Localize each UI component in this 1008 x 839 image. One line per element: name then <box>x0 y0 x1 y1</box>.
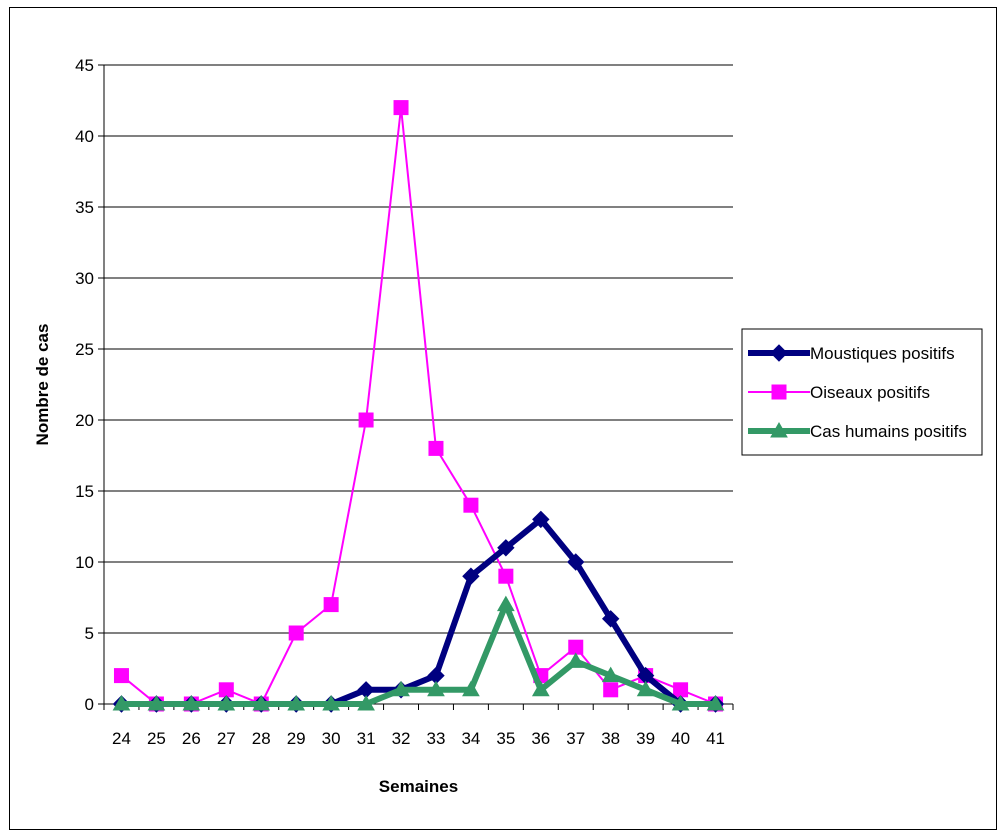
gridlines <box>104 64 733 634</box>
data-point <box>673 682 689 698</box>
tick-labels: 0 5 10 15 20 25 30 35 40 45 24 25 26 27 28 29 30 31 32 33 34… <box>75 56 725 748</box>
data-point <box>288 625 304 641</box>
data-point <box>147 694 166 711</box>
x-tick-label: 30 <box>322 729 341 748</box>
series-2 <box>112 595 725 711</box>
x-tick-label: 37 <box>566 729 585 748</box>
legend-label: Oiseaux positifs <box>810 383 930 402</box>
data-point <box>603 682 619 698</box>
x-tick-label: 40 <box>671 729 690 748</box>
y-tick-label: 20 <box>75 411 94 430</box>
data-point <box>463 497 479 513</box>
legend-marker <box>770 344 788 362</box>
data-point <box>252 694 271 711</box>
x-tick-label: 38 <box>601 729 620 748</box>
data-point <box>113 668 129 684</box>
x-tick-label: 24 <box>112 729 131 748</box>
data-point <box>706 694 725 711</box>
data-point <box>112 694 131 711</box>
data-point <box>322 694 341 711</box>
series-line <box>121 516 716 707</box>
data-point <box>636 680 655 697</box>
data-point <box>218 682 234 698</box>
data-point <box>566 652 585 668</box>
data-point <box>287 694 306 711</box>
x-tick-label: 31 <box>357 729 376 748</box>
series-line <box>120 106 716 705</box>
x-tick-label: 36 <box>531 729 550 748</box>
data-point <box>532 510 550 529</box>
data-point <box>428 440 444 456</box>
data-point <box>462 680 480 697</box>
series-1 <box>113 100 724 712</box>
legend: Moustiques positifs Oiseaux positifs Cas h… <box>741 328 983 456</box>
data-point <box>427 680 445 697</box>
x-tick-label: 26 <box>182 729 201 748</box>
data-point <box>497 539 515 557</box>
data-point <box>531 680 550 697</box>
data-point <box>462 567 480 585</box>
x-tick-label: 29 <box>287 729 306 748</box>
data-point <box>671 694 690 711</box>
series-layer <box>112 100 725 713</box>
x-tick-label: 32 <box>392 729 411 748</box>
y-tick-label: 0 <box>85 695 94 714</box>
data-point <box>357 694 375 711</box>
y-tick-label: 25 <box>75 340 94 359</box>
legend-label: Cas humains positifs <box>810 422 967 441</box>
y-tick-label: 35 <box>75 198 94 217</box>
y-tick-label: 15 <box>75 482 94 501</box>
data-point <box>358 412 374 428</box>
data-point <box>323 597 339 613</box>
x-tick-label: 25 <box>147 729 166 748</box>
x-tick-label: 41 <box>706 729 725 748</box>
data-point <box>601 666 620 683</box>
y-tick-label: 40 <box>75 127 94 146</box>
data-point <box>217 694 236 711</box>
data-point <box>496 595 515 612</box>
x-tick-label: 33 <box>427 729 446 748</box>
data-point <box>498 568 514 584</box>
x-tick-label: 34 <box>461 729 480 748</box>
y-axis-title: Nombre de cas <box>33 324 52 446</box>
legend-marker <box>771 384 787 400</box>
x-tick-label: 27 <box>217 729 236 748</box>
y-tick-label: 10 <box>75 553 94 572</box>
y-tick-label: 5 <box>85 624 94 643</box>
x-tick-label: 35 <box>496 729 515 748</box>
data-point <box>601 610 620 628</box>
series-line <box>121 601 716 707</box>
legend-marker <box>770 421 788 438</box>
axes <box>98 64 734 710</box>
data-point <box>567 553 585 571</box>
x-tick-label: 28 <box>252 729 271 748</box>
legend-label: Moustiques positifs <box>810 344 955 363</box>
data-point <box>392 680 410 697</box>
data-point <box>182 694 201 711</box>
y-tick-label: 45 <box>75 56 94 75</box>
y-tick-label: 30 <box>75 269 94 288</box>
x-tick-label: 39 <box>636 729 655 748</box>
data-point <box>568 639 584 655</box>
data-point <box>393 100 409 116</box>
x-axis-title: Semaines <box>379 777 458 796</box>
